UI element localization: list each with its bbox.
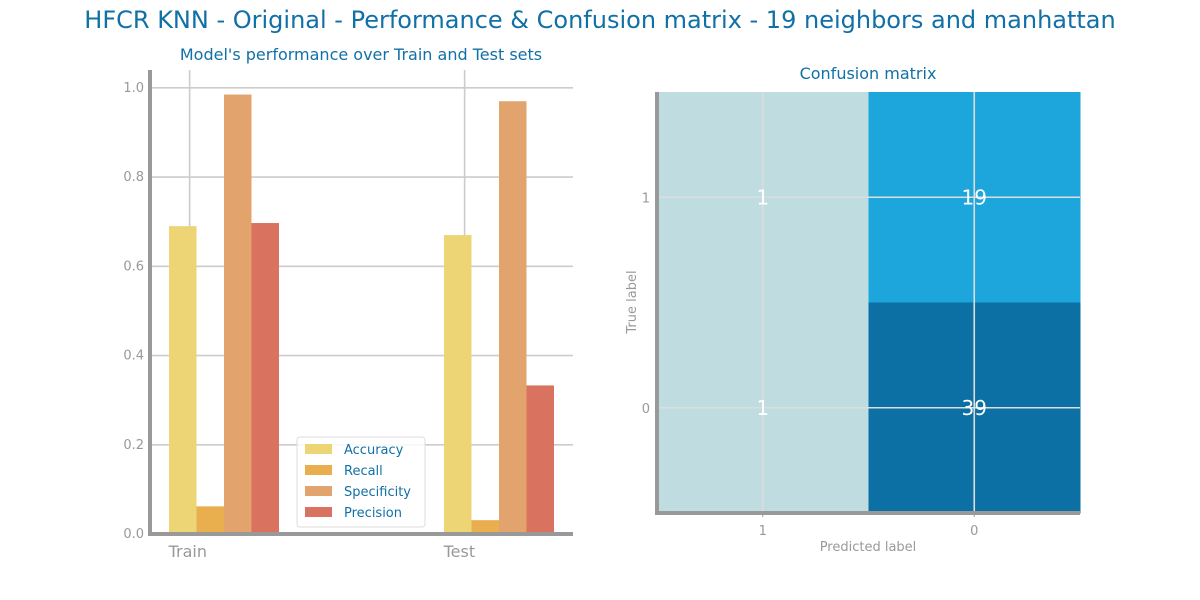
performance-axes: 0.0 0.2 0.4 0.6 0.8 1.0 Train Test [123,70,573,561]
confusion-matrix-xlabel: Predicted label [820,540,917,555]
cm-cell-value: 19 [962,185,987,209]
cm-x-tick-label: 0 [970,524,978,539]
legend-swatch-recall [305,465,332,475]
confusion-matrix-grid: 1 19 1 39 [657,92,1080,513]
confusion-matrix-chart: Confusion matrix 1 19 1 39 1 0 1 0 Predicted l… [625,64,1081,555]
confusion-matrix-ylabel: True label [625,270,640,334]
legend-label-accuracy: Accuracy [344,443,404,458]
confusion-matrix-axes: 1 0 1 0 [642,92,1080,539]
bar-precision-train [251,223,279,534]
confusion-matrix-cells [657,92,1081,514]
bar-accuracy-train [169,226,197,534]
bar-specificity-train [224,94,252,535]
performance-legend: Accuracy Recall Specificity Precision [296,436,426,528]
performance-bars [169,94,554,535]
bar-specificity-test [499,101,527,534]
cm-cell-value: 39 [962,396,987,420]
y-tick-label: 0.8 [123,170,144,185]
x-category-label: Test [443,542,476,561]
y-tick-label: 0.2 [123,438,144,453]
bar-precision-test [526,385,554,534]
legend-label-specificity: Specificity [344,485,411,500]
y-tick-label: 1.0 [123,81,144,96]
confusion-matrix-title: Confusion matrix [800,64,937,83]
legend-label-recall: Recall [344,464,383,479]
cm-y-tick-label: 0 [642,402,650,417]
cm-x-tick-label: 1 [759,524,767,539]
legend-swatch-accuracy [305,444,332,454]
performance-bar-chart: Model's performance over Train and Test … [123,45,573,561]
cm-y-tick-label: 1 [642,191,650,206]
bar-accuracy-test [444,235,472,535]
bar-recall-test [471,520,499,534]
y-tick-label: 0.6 [123,259,144,274]
cm-cell-value: 1 [756,396,769,420]
legend-label-precision: Precision [344,506,402,521]
cm-cell-value: 1 [756,185,769,209]
legend-swatch-precision [305,507,332,517]
legend-box [296,436,426,528]
page-title: HFCR KNN - Original - Performance & Conf… [84,6,1116,34]
bar-recall-train [196,506,224,534]
legend-swatch-specificity [305,486,332,496]
y-tick-label: 0.0 [123,527,144,542]
x-category-label: Train [168,542,207,561]
performance-chart-title: Model's performance over Train and Test … [180,45,542,64]
y-tick-label: 0.4 [123,349,144,364]
